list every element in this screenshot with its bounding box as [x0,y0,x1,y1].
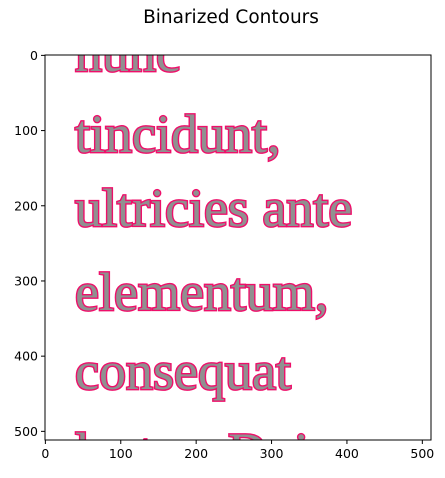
x-tick-label: 300 [260,446,284,461]
y-tick-label: 300 [14,273,38,288]
text-line: ultricies ante [75,178,352,238]
text-line: elementum, [75,262,328,322]
y-tick-label: 400 [14,349,38,364]
image-background [45,55,431,440]
text-line: tincidunt, [75,104,280,164]
x-tick-label: 500 [410,446,434,461]
text-line: lectus. Duis [75,422,330,478]
image-content: nunc tincidunt, ultricies ante elementum… [74,23,354,478]
x-tick-label: 200 [184,446,208,461]
x-tick-label: 400 [335,446,359,461]
text-line: consequat [75,341,291,401]
text-line: nunc [75,23,180,83]
axes-frame [44,54,432,441]
y-tick-label: 500 [14,424,38,439]
y-tick-label: 200 [14,198,38,213]
x-tick-label: 100 [109,446,133,461]
x-tick-label: 0 [41,446,49,461]
y-tick-label: 100 [14,123,38,138]
figure-title: Binarized Contours [143,7,319,28]
y-tick-label: 0 [30,48,38,63]
